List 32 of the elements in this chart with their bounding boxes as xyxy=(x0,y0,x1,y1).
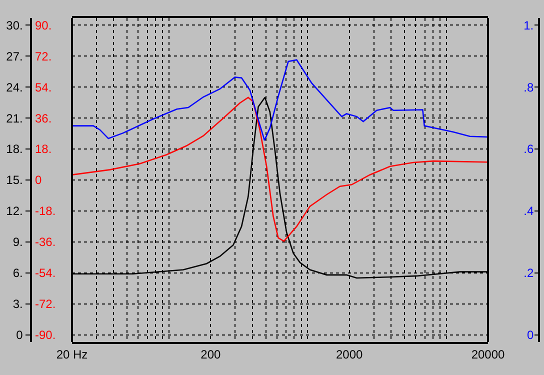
x-tick-label: 20000 xyxy=(471,347,506,362)
y2-tick-label: -18. xyxy=(35,204,56,218)
y3-tick-label: .4 xyxy=(524,204,534,218)
y3-tick-label: 0 xyxy=(526,328,534,342)
y2-tick-label: 18. xyxy=(35,142,52,156)
y-tick-label: 3. xyxy=(12,297,23,312)
x-tick-label: 2000 xyxy=(336,347,363,362)
y-tick-label: 9. xyxy=(12,235,23,250)
y-tick-label: 12. xyxy=(6,204,23,218)
y3-tick-label: .6 xyxy=(524,142,534,156)
y-tick-label: 6. xyxy=(12,266,23,280)
y-tick-label: 27. xyxy=(6,49,23,64)
y-tick-label: 30. xyxy=(6,18,23,32)
y-tick-label: 18. xyxy=(6,142,23,156)
y-tick-label: 0 xyxy=(16,328,24,342)
x-tick-label: 20 Hz xyxy=(56,347,88,362)
y2-tick-label: 90. xyxy=(35,18,52,32)
y3-tick-label: .8 xyxy=(524,80,534,94)
y-tick-label: 21. xyxy=(6,111,23,126)
x-tick-label: 200 xyxy=(200,347,221,362)
y2-tick-label: 36. xyxy=(35,111,52,126)
y2-tick-label: 54. xyxy=(35,80,52,94)
y3-tick-label: .2 xyxy=(524,266,534,280)
y2-tick-label: -36. xyxy=(35,235,56,250)
y3-tick-label: 1. xyxy=(524,18,534,32)
y2-tick-label: -72. xyxy=(35,297,56,312)
y2-tick-label: 0 xyxy=(35,173,42,188)
y2-tick-label: -54. xyxy=(35,266,56,280)
y2-tick-label: -90. xyxy=(35,328,56,342)
y-tick-label: 15. xyxy=(6,173,23,188)
y2-tick-label: 72. xyxy=(35,49,52,64)
y-tick-label: 24. xyxy=(6,80,23,94)
